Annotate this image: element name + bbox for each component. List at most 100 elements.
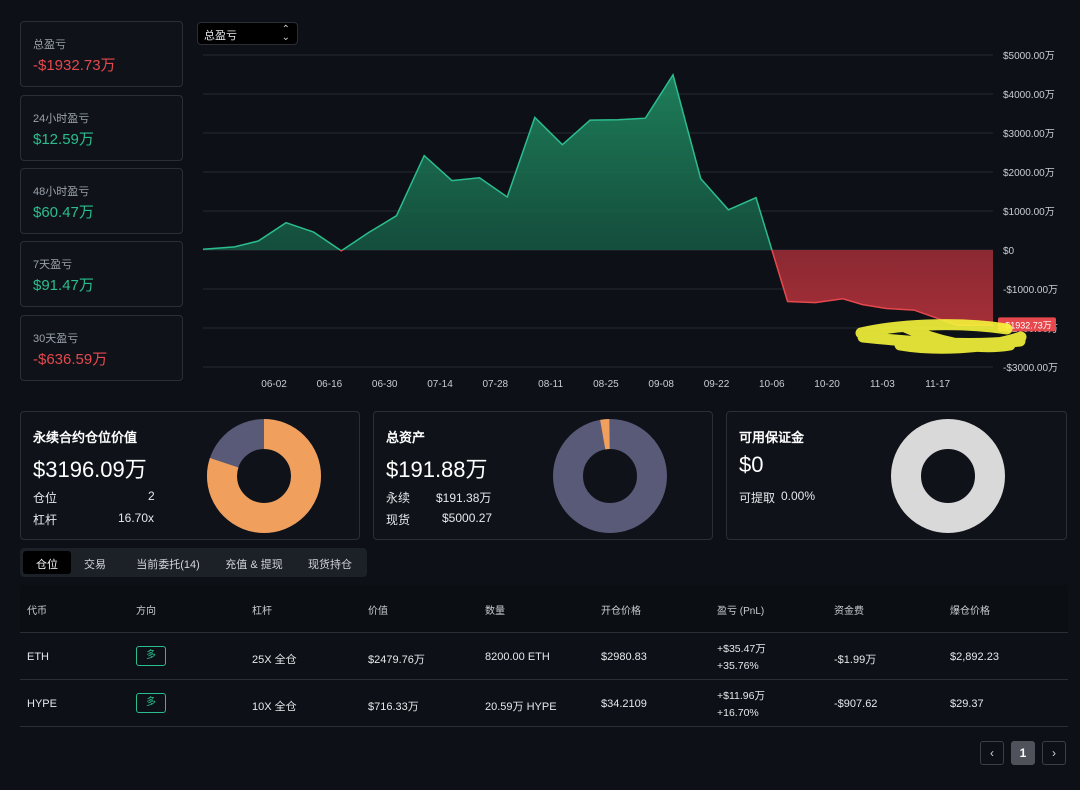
stat-label: 48小时盈亏: [33, 186, 90, 198]
y-tick-label: -$3000.00万: [1003, 363, 1058, 374]
chart-metric-select[interactable]: 总盈亏 ⌃ ⌄: [197, 22, 298, 45]
kv-value: $191.38万: [436, 491, 492, 505]
assets-donut: [553, 419, 667, 533]
cell-liq-price: $2,892.23: [950, 651, 999, 663]
stat-value: $60.47万: [33, 204, 94, 221]
table-header: 代币 方向 杠杆 价值 数量 开仓价格 盈亏 (PnL) 资金费 爆仓价格: [20, 585, 1068, 633]
stat-card-7d: 7天盈亏 $91.47万: [20, 241, 183, 307]
tab-spot-holdings[interactable]: 现货持仓: [308, 559, 352, 571]
cell-entry-price: $2980.83: [601, 651, 647, 663]
card-value: $0: [739, 452, 764, 477]
stat-value: -$1932.73万: [33, 57, 116, 74]
kv-value: $5000.27: [442, 511, 493, 525]
cell-entry-price: $34.2109: [601, 698, 647, 710]
tab-deposit-withdraw[interactable]: 充值 & 提现: [225, 559, 283, 571]
card-value: $3196.09万: [33, 457, 147, 482]
kv-key: 可提取: [739, 491, 776, 505]
cell-liq-price: $29.37: [950, 698, 984, 710]
donut-segment: [207, 419, 321, 533]
column-header: 爆仓价格: [950, 606, 990, 617]
kv-key: 现货: [386, 513, 411, 527]
stat-card-24h: 24小时盈亏 $12.59万: [20, 95, 183, 161]
cell-leverage: 10X 全仓: [252, 701, 297, 713]
tab-trades[interactable]: 交易: [84, 559, 106, 571]
prev-page-button[interactable]: ‹: [980, 741, 1004, 765]
column-header: 方向: [136, 606, 156, 617]
current-page-button[interactable]: 1: [1011, 741, 1035, 765]
pnl-percent: +16.70%: [717, 707, 759, 719]
x-tick-label: 06-16: [317, 379, 343, 390]
last-value-tag: [998, 317, 1056, 332]
column-header: 价值: [368, 606, 388, 617]
column-header: 盈亏 (PnL): [717, 606, 765, 617]
card-title: 总资产: [386, 430, 426, 445]
next-page-button[interactable]: ›: [1042, 741, 1066, 765]
kv-row: 现货 $5000.27: [386, 511, 492, 528]
x-tick-label: 09-22: [704, 379, 730, 390]
y-tick-label: $3000.00万: [1003, 129, 1055, 140]
total-assets-card: 总资产 $191.88万 永续 $191.38万 现货 $5000.27: [373, 411, 713, 540]
card-title: 永续合约仓位价值: [33, 430, 138, 445]
x-tick-label: 08-25: [593, 379, 619, 390]
highlighter-mark: [855, 319, 1027, 354]
column-header: 数量: [485, 606, 505, 617]
cell-funding: -$907.62: [834, 698, 878, 710]
x-tick-label: 07-28: [483, 379, 509, 390]
positions-table: 代币 方向 杠杆 价值 数量 开仓价格 盈亏 (PnL) 资金费 爆仓价格 ET…: [20, 585, 1068, 727]
position-tabs: 仓位 交易 当前委托(14) 充值 & 提现 现货持仓: [20, 548, 367, 577]
kv-key: 杠杆: [33, 513, 58, 527]
cell-leverage: 25X 全仓: [252, 654, 297, 666]
pnl-percent: +35.76%: [717, 660, 759, 672]
kv-key: 仓位: [33, 491, 58, 505]
y-tick-label: $0: [1003, 246, 1015, 257]
kv-value: 16.70x: [118, 511, 155, 525]
kv-value: 0.00%: [781, 489, 816, 503]
stat-value: $91.47万: [33, 277, 94, 294]
y-tick-label: -$1000.00万: [1003, 285, 1058, 296]
available-margin-card: 可用保证金 $0 可提取 0.00%: [726, 411, 1067, 540]
stat-label: 24小时盈亏: [33, 113, 90, 125]
x-tick-label: 07-14: [427, 379, 453, 390]
cell-funding: -$1.99万: [834, 654, 877, 666]
cell-pnl: +$11.96万 +16.70%: [717, 688, 765, 722]
table-row[interactable]: ETH 多 25X 全仓 $2479.76万 8200.00 ETH $2980…: [20, 633, 1068, 680]
column-header: 杠杆: [252, 606, 272, 617]
chart-metric-value: 总盈亏: [204, 30, 237, 42]
x-tick-label: 08-11: [538, 379, 563, 390]
donut-track: [553, 419, 667, 533]
tab-positions[interactable]: 仓位: [23, 551, 71, 574]
stat-value: $12.59万: [33, 131, 94, 148]
card-title: 可用保证金: [739, 430, 805, 445]
cell-value: $716.33万: [368, 701, 419, 713]
pnl-amount: +$11.96万: [717, 690, 765, 702]
last-value-label: -$1932.73万: [1002, 320, 1052, 330]
x-tick-label: 09-08: [648, 379, 674, 390]
card-value: $191.88万: [386, 457, 488, 482]
side-badge: 多: [136, 693, 166, 713]
x-tick-label: 11-03: [870, 379, 895, 390]
table-row[interactable]: HYPE 多 10X 全仓 $716.33万 20.59万 HYPE $34.2…: [20, 680, 1068, 727]
y-tick-label: $5000.00万: [1003, 51, 1055, 62]
cell-coin: HYPE: [27, 698, 57, 710]
margin-donut: [891, 419, 1005, 533]
side-badge: 多: [136, 646, 166, 666]
cell-quantity: 8200.00 ETH: [485, 651, 550, 663]
x-tick-label: 11-17: [925, 379, 950, 390]
stat-card-30d: 30天盈亏 -$636.59万: [20, 315, 183, 381]
pnl-line-negative: [338, 250, 994, 327]
negative-area: [203, 250, 993, 326]
perp-position-card: 永续合约仓位价值 $3196.09万 仓位 2 杠杆 16.70x: [20, 411, 360, 540]
x-tick-label: 06-02: [261, 379, 287, 390]
cell-pnl: +$35.47万 +35.76%: [717, 641, 766, 675]
x-tick-label: 10-20: [814, 379, 840, 390]
pnl-line-positive: [202, 73, 773, 250]
kv-key: 永续: [386, 491, 411, 505]
pnl-chart: $5000.00万 $4000.00万 $3000.00万 $2000.00万 $100…: [202, 51, 1058, 390]
cell-coin: ETH: [27, 651, 49, 663]
donut-segment: [553, 419, 667, 533]
column-header: 代币: [27, 606, 47, 617]
column-header: 开仓价格: [601, 606, 641, 617]
tab-open-orders[interactable]: 当前委托(14): [136, 559, 200, 571]
stat-value: -$636.59万: [33, 351, 108, 368]
cell-quantity: 20.59万 HYPE: [485, 701, 557, 713]
